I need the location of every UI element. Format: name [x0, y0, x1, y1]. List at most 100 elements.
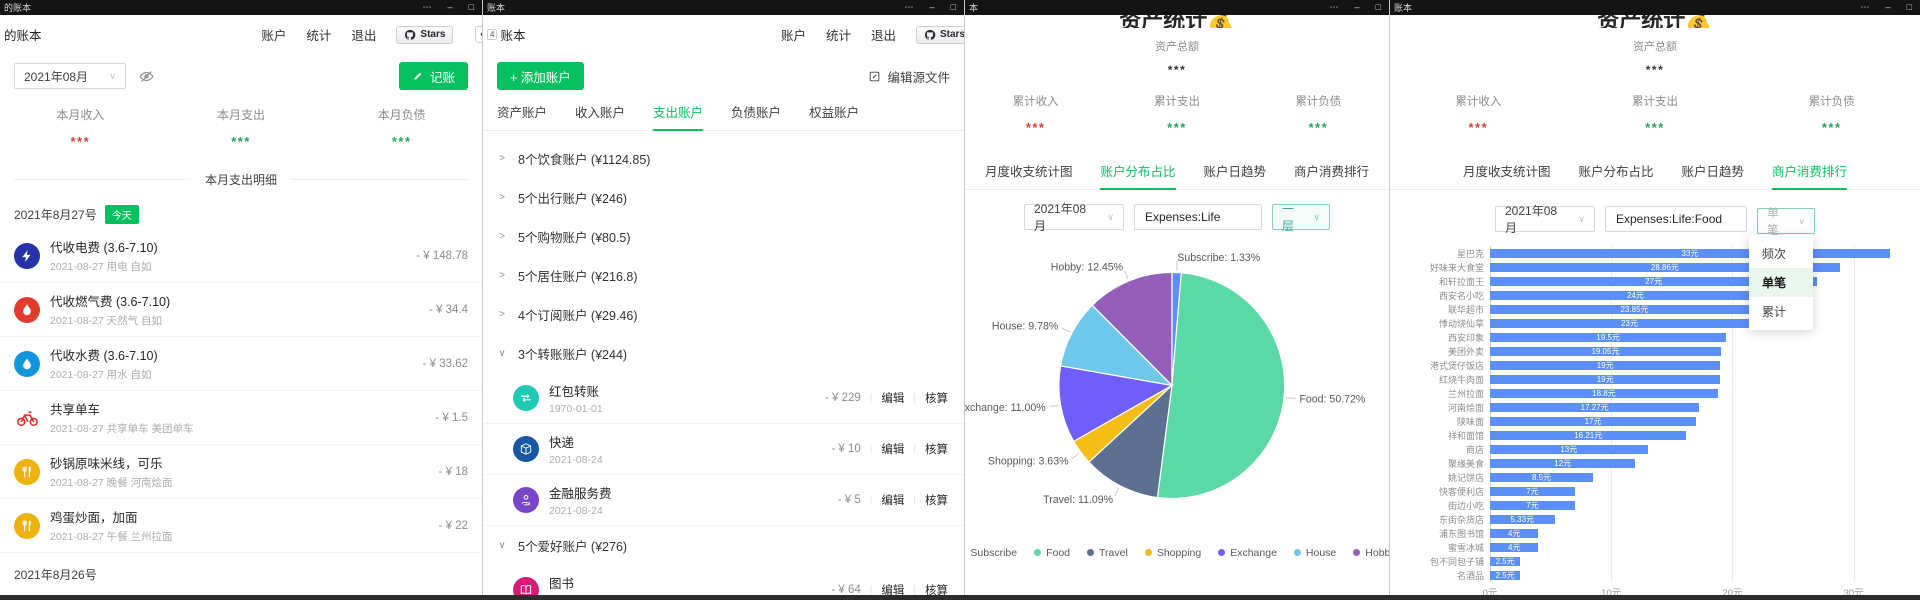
bar-河南烩面[interactable]: 17.27元 [1490, 402, 1700, 412]
settle-link[interactable]: 核算 [925, 585, 948, 597]
bar-街边小吃[interactable]: 7元 [1490, 500, 1575, 510]
bar-浦东图书馆[interactable]: 4元 [1490, 528, 1539, 538]
window-menu-button[interactable]: ⋯ [904, 2, 914, 12]
minimize-button[interactable]: – [1885, 2, 1891, 12]
account-row[interactable]: 金融服务费 2021-08-24 - ¥ 5 | 编辑 | 核算 [483, 475, 964, 526]
pie-slice-Travel[interactable] [1088, 383, 1173, 499]
minimize-button[interactable]: – [447, 2, 453, 12]
level-select[interactable]: 一层 [1272, 202, 1330, 233]
bar-快客便利店[interactable]: 7元 [1490, 486, 1575, 496]
settle-link[interactable]: 核算 [925, 495, 948, 507]
bar-祥和面馆[interactable]: 16.21元 [1490, 430, 1687, 440]
bar-和轩拉面王[interactable]: 27元 [1490, 276, 1818, 286]
tab-merchant-rank[interactable]: 商户消费排行 [1294, 165, 1370, 179]
tab-asset-accounts[interactable]: 资产账户 [497, 106, 548, 120]
account-filter-input[interactable] [1134, 204, 1262, 230]
edit-link[interactable]: 编辑 [881, 585, 905, 597]
tab-monthly-chart[interactable]: 月度收支统计图 [1462, 165, 1551, 179]
github-stars-button[interactable]: Stars [915, 25, 964, 44]
month-select[interactable]: 2021年08月 [1024, 202, 1124, 233]
bar-姚记饼店[interactable]: 8.5元 [1490, 472, 1594, 482]
nav-logout[interactable]: 退出 [870, 29, 896, 43]
account-row[interactable]: 图书1970-01-01- ¥ 64|编辑|核算 [483, 565, 964, 600]
bar-蜜雪冰城[interactable]: 4元 [1490, 542, 1539, 552]
bar-名酒品[interactable]: 2.5元 [1490, 570, 1521, 580]
menu-item-single[interactable]: 单笔 [1749, 268, 1813, 297]
bar-港式煲仔饭店[interactable]: 19元 [1490, 360, 1721, 370]
account-group-header[interactable]: >4个订阅账户 (¥29.46) [483, 295, 964, 334]
hide-amounts-icon[interactable] [138, 68, 155, 85]
account-group-header[interactable]: >5个居住账户 (¥216.8) [483, 256, 964, 295]
menu-item-cumulative[interactable]: 累计 [1762, 305, 1787, 319]
window-menu-button[interactable]: ⋯ [1860, 2, 1870, 12]
nav-accounts[interactable]: 账户 [261, 29, 287, 43]
maximize-button[interactable]: □ [1375, 2, 1381, 12]
bar-商店[interactable]: 13元 [1490, 444, 1648, 454]
nav-logout[interactable]: 退出 [351, 29, 377, 43]
add-account-button[interactable]: + 添加账户 [497, 62, 584, 90]
tab-daily-trend[interactable]: 账户日趋势 [1681, 165, 1745, 179]
bar-聚缘美食[interactable]: 12元 [1490, 458, 1636, 468]
account-row[interactable]: 红包转账 1970-01-01 - ¥ 229 | 编辑 | 核算 [483, 373, 964, 424]
tab-merchant-rank[interactable]: 商户消费排行 [1772, 161, 1848, 190]
tab-daily-trend[interactable]: 账户日趋势 [1203, 165, 1267, 179]
edit-source-link[interactable]: 编辑源文件 [868, 67, 950, 86]
month-select[interactable]: 2021年08月 [14, 63, 126, 89]
site-title[interactable]: 的账本 [4, 29, 42, 43]
tab-account-share[interactable]: 账户分布占比 [1100, 161, 1176, 190]
minimize-button[interactable]: – [1354, 2, 1360, 12]
account-group-header[interactable]: >8个饮食账户 (¥1124.85) [483, 139, 964, 178]
legend-item-Subscribe[interactable]: Subscribe [965, 547, 1017, 559]
window-menu-button[interactable]: ⋯ [1329, 2, 1339, 12]
legend-item-Shopping[interactable]: Shopping [1144, 547, 1201, 559]
month-select[interactable]: 2021年08月 [1495, 204, 1595, 235]
maximize-button[interactable]: □ [468, 2, 474, 12]
menu-item-frequency[interactable]: 频次 [1762, 247, 1787, 261]
account-group-header[interactable]: >5个购物账户 (¥80.5) [483, 217, 964, 256]
transaction-row[interactable]: 鸡蛋炒面，加面 2021-08-27 午餐 兰州拉面 - ¥ 22 [0, 499, 482, 553]
edit-link[interactable]: 编辑 [881, 495, 905, 507]
bar-美团外卖[interactable]: 19.05元 [1490, 346, 1721, 356]
transaction-row[interactable]: 代收燃气费 (3.6-7.10) 2021-08-27 天然气 自如 - ¥ 34.… [0, 283, 482, 337]
legend-item-Food[interactable]: Food [1034, 547, 1070, 559]
account-group-header[interactable]: ∨ 3个转账账户 (¥244) [483, 334, 964, 373]
window-menu-button[interactable]: ⋯ [422, 2, 432, 12]
maximize-button[interactable]: □ [1906, 2, 1912, 12]
bar-东街杂货店[interactable]: 5.33元 [1490, 514, 1555, 524]
bar-红烧牛肉面[interactable]: 19元 [1490, 374, 1721, 384]
nav-stats[interactable]: 统计 [825, 29, 851, 43]
edit-link[interactable]: 编辑 [881, 444, 905, 456]
tab-account-share[interactable]: 账户分布占比 [1578, 165, 1654, 179]
bar-悸动烧仙草[interactable]: 23元 [1490, 318, 1769, 328]
legend-item-Travel[interactable]: Travel [1087, 547, 1128, 559]
nav-accounts[interactable]: 账户 [780, 29, 806, 43]
edit-link[interactable]: 编辑 [881, 393, 905, 405]
bar-好味来大食堂[interactable]: 28.86元 [1490, 262, 1840, 272]
account-filter-input[interactable] [1605, 206, 1747, 232]
github-stars-button[interactable]: Stars [396, 25, 454, 44]
transaction-row[interactable]: 共享单车 2021-08-27 共享单车 美团单车 - ¥ 1.5 [0, 391, 482, 445]
pie-slice-Food[interactable] [1156, 272, 1286, 500]
site-title[interactable]: 4 账本 [487, 25, 525, 44]
tab-expense-accounts[interactable]: 支出账户 [653, 102, 704, 131]
transaction-row[interactable]: 砂锅原味米线，可乐 2021-08-27 晚餐 河南烩面 - ¥ 18 [0, 445, 482, 499]
pie-slice-Exchange[interactable] [1058, 365, 1174, 443]
tab-equity-accounts[interactable]: 权益账户 [809, 106, 860, 120]
settle-link[interactable]: 核算 [925, 444, 948, 456]
account-group-header[interactable]: ∨ 5个爱好账户 (¥276) [483, 526, 964, 565]
legend-item-Hobby[interactable]: Hobby [1353, 547, 1389, 559]
bar-星巴克[interactable]: 33元 [1490, 248, 1890, 258]
bar-陕味面[interactable]: 17元 [1490, 416, 1697, 426]
tab-income-accounts[interactable]: 收入账户 [575, 106, 626, 120]
legend-item-House[interactable]: House [1293, 547, 1336, 559]
settle-link[interactable]: 核算 [925, 393, 948, 405]
bar-西安名小吃[interactable]: 24元 [1490, 290, 1781, 300]
bar-联华超市[interactable]: 23.85元 [1490, 304, 1780, 314]
account-group-header[interactable]: >5个出行账户 (¥246) [483, 178, 964, 217]
legend-item-Exchange[interactable]: Exchange [1218, 547, 1277, 559]
minimize-button[interactable]: – [929, 2, 935, 12]
tab-monthly-chart[interactable]: 月度收支统计图 [984, 165, 1073, 179]
bar-包不同包子铺[interactable]: 2.5元 [1490, 556, 1521, 566]
nav-stats[interactable]: 统计 [306, 29, 332, 43]
maximize-button[interactable]: □ [950, 2, 956, 12]
